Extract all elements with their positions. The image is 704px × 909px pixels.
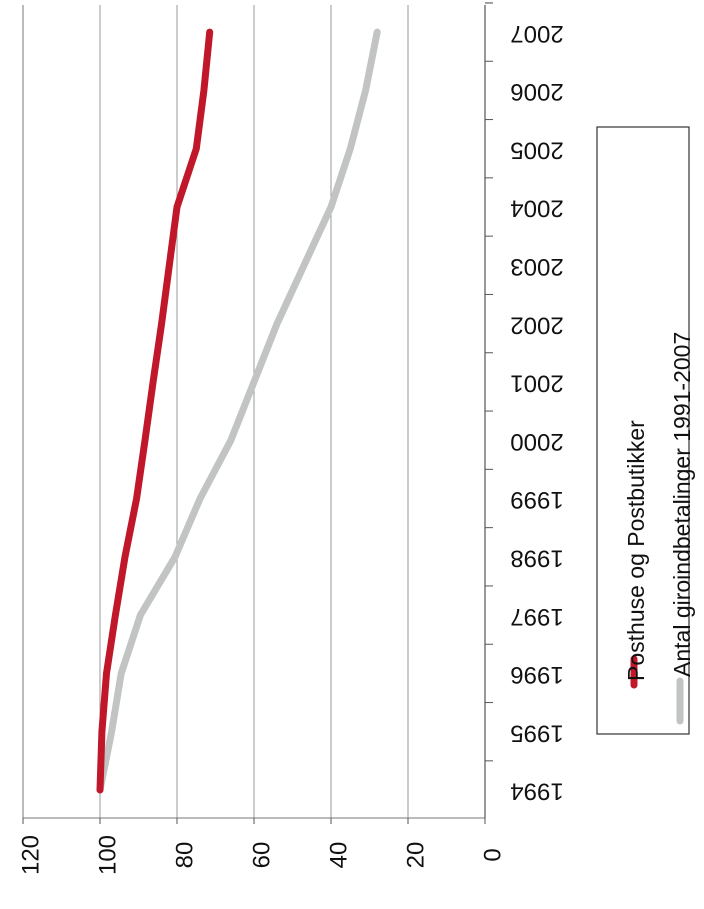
year-tick-label-1998: 1998 — [510, 544, 563, 571]
year-tick-label-1997: 1997 — [510, 603, 563, 630]
series-line-giroindbetalinger — [96, 28, 381, 794]
year-tick-label-2007: 2007 — [510, 20, 563, 47]
legend-label-posthuse: Posthuse og Postbutikker — [623, 420, 649, 681]
value-tick-label-120: 120 — [17, 835, 44, 875]
value-tick-label-80: 80 — [171, 842, 198, 869]
year-tick-label-2005: 2005 — [510, 136, 563, 163]
value-axis-ticks: 0 20 40 60 80 100 120 — [17, 818, 506, 875]
series-lines — [96, 28, 381, 794]
year-tick-label-2001: 2001 — [510, 370, 563, 397]
year-tick-label-2003: 2003 — [510, 253, 563, 280]
year-tick-label-2002: 2002 — [510, 311, 563, 338]
gridlines — [22, 5, 409, 818]
year-tick-label-1996: 1996 — [510, 661, 563, 688]
year-tick-label-2004: 2004 — [510, 195, 563, 222]
value-tick-label-40: 40 — [325, 842, 352, 869]
year-axis-ticks: 1994 1995 1996 1997 1998 1999 2000 2001 2002 2003… — [485, 2, 564, 805]
year-tick-label-1994: 1994 — [510, 778, 563, 805]
year-tick-label-1995: 1995 — [510, 719, 563, 746]
legend: Posthuse og Postbutikker Antal giroindbe… — [596, 126, 695, 735]
value-tick-label-20: 20 — [402, 842, 429, 869]
year-tick-label-2006: 2006 — [510, 78, 563, 105]
year-tick-label-1999: 1999 — [510, 486, 563, 513]
value-tick-label-60: 60 — [248, 842, 275, 869]
legend-label-giro: Antal giroindbetalinger 1991-2007 — [669, 332, 695, 677]
value-tick-label-0: 0 — [479, 848, 506, 861]
legend-box — [596, 126, 690, 735]
series-line-posthuse — [96, 28, 214, 794]
value-tick-label-100: 100 — [94, 835, 121, 875]
year-tick-label-2000: 2000 — [510, 428, 563, 455]
